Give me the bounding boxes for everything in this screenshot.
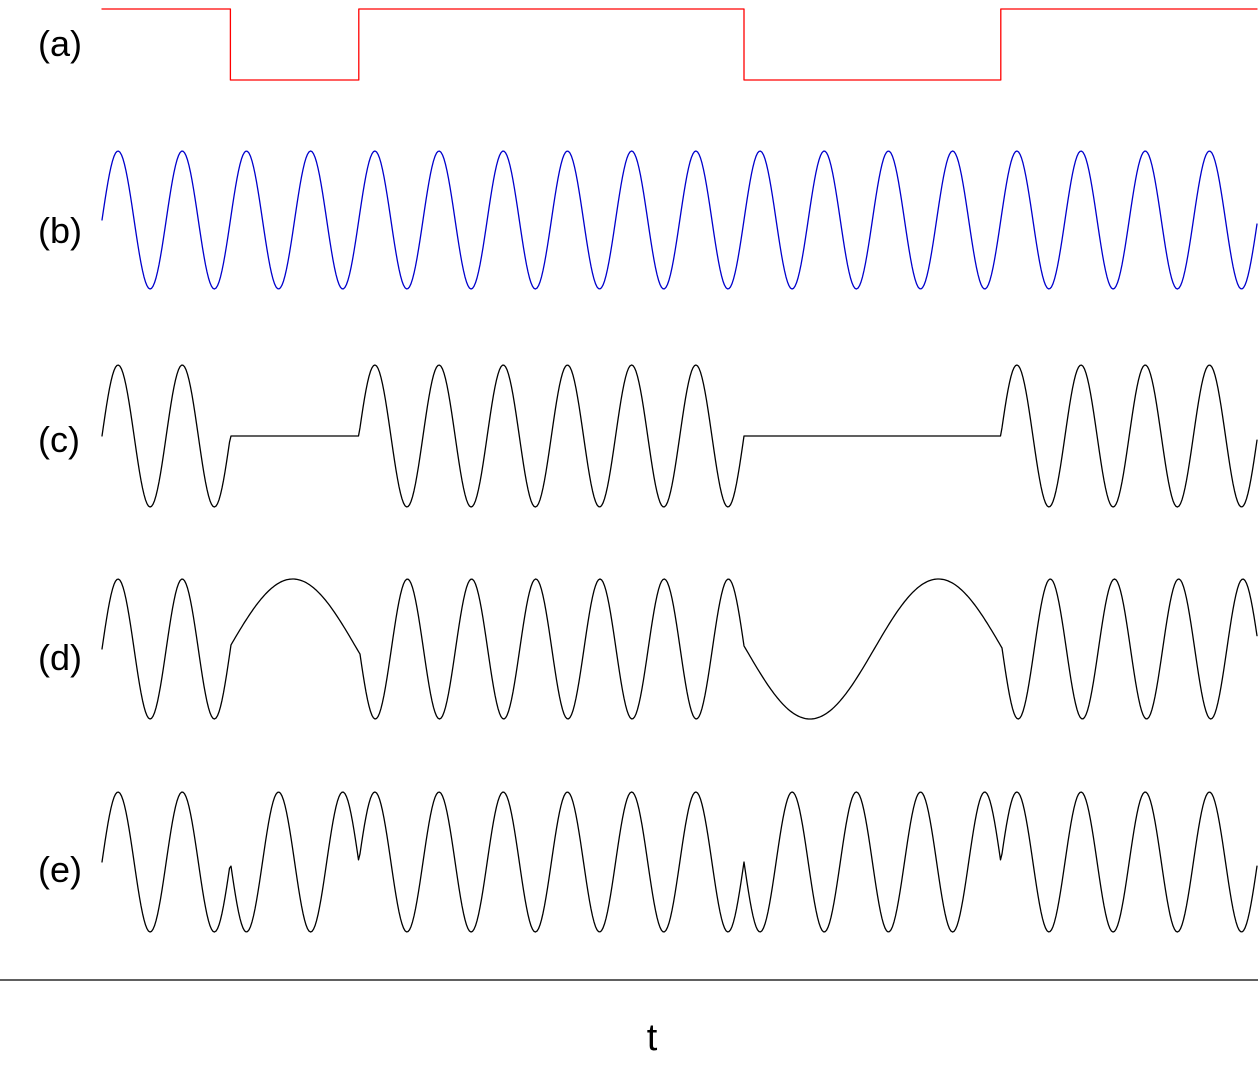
row-label-d: (d) [38, 637, 82, 678]
time-axis-label: t [647, 1017, 658, 1059]
row-label-e: (e) [38, 849, 82, 890]
carrier-trace-b [101, 150, 1258, 290]
message-trace-a [101, 8, 1258, 81]
ask-trace-c [101, 364, 1258, 508]
row-label-c: (c) [38, 419, 80, 460]
row-label-b: (b) [38, 210, 82, 251]
psk-trace-e [101, 791, 1258, 933]
row-label-a: (a) [38, 23, 82, 64]
fsk-trace-d [101, 578, 1258, 720]
